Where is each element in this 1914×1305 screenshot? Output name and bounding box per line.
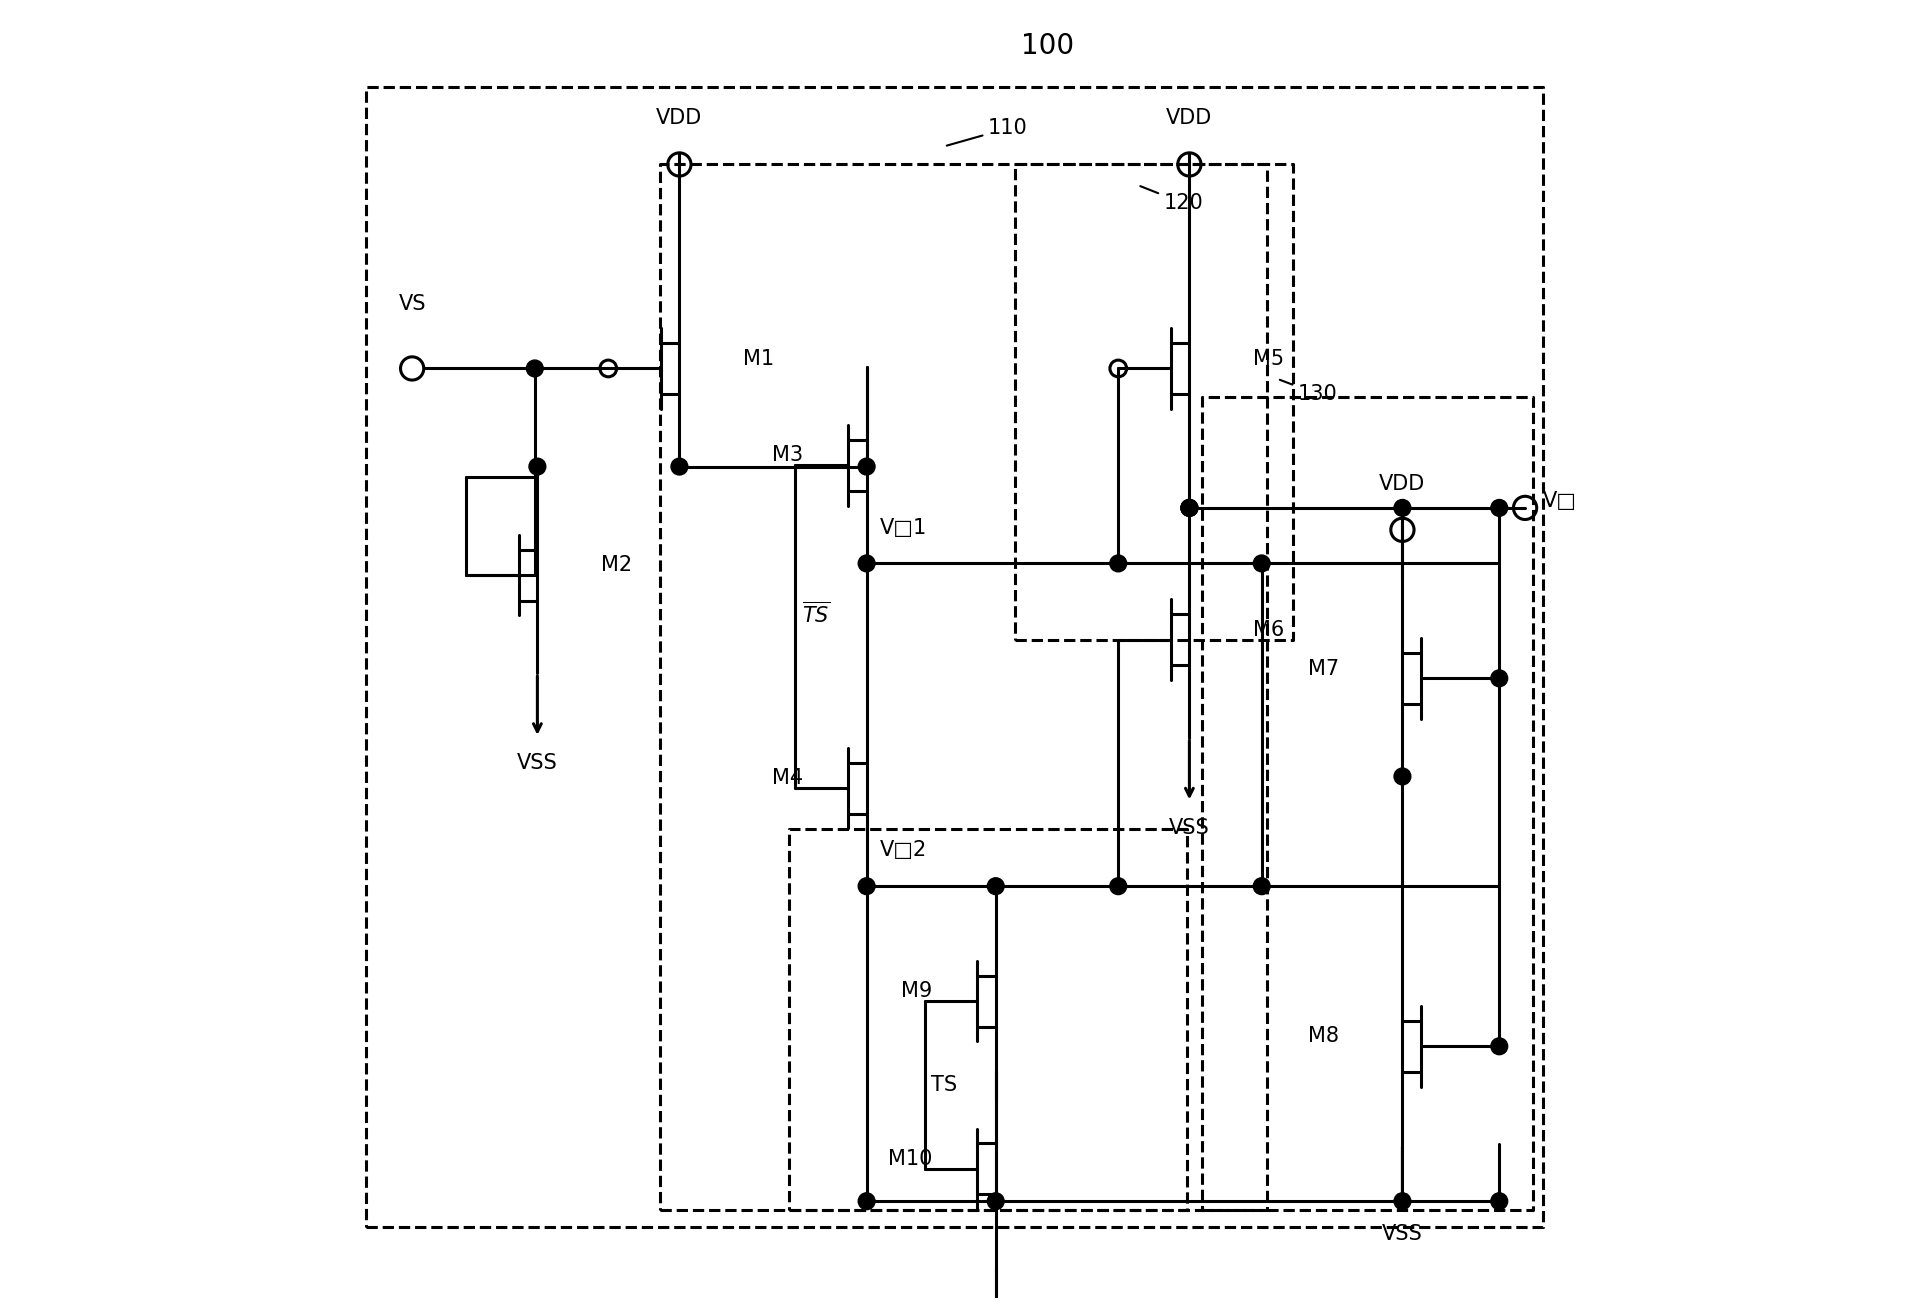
Text: 100: 100 — [1020, 31, 1074, 60]
Text: M5: M5 — [1254, 348, 1284, 368]
Circle shape — [1110, 878, 1127, 895]
Text: VDD: VDD — [1380, 474, 1426, 493]
Text: VDD: VDD — [1166, 108, 1213, 128]
Text: M10: M10 — [888, 1150, 932, 1169]
Text: V□1: V□1 — [880, 518, 926, 538]
Circle shape — [1110, 555, 1127, 572]
Circle shape — [988, 878, 1005, 895]
Text: M6: M6 — [1254, 620, 1284, 639]
Circle shape — [1491, 669, 1508, 686]
Text: M9: M9 — [901, 981, 932, 1001]
Text: VS: VS — [398, 294, 427, 315]
Circle shape — [857, 1193, 875, 1210]
Text: M8: M8 — [1307, 1027, 1338, 1047]
Text: $\overline{TS}$: $\overline{TS}$ — [802, 602, 831, 626]
Circle shape — [1393, 1193, 1411, 1210]
Circle shape — [1181, 500, 1198, 517]
Text: V□2: V□2 — [880, 840, 926, 860]
Text: M1: M1 — [743, 348, 775, 368]
Text: VDD: VDD — [657, 108, 702, 128]
Text: VSS: VSS — [1169, 818, 1210, 838]
Circle shape — [1181, 500, 1198, 517]
Circle shape — [1491, 1037, 1508, 1054]
Text: M4: M4 — [771, 769, 802, 788]
Text: TS: TS — [930, 1075, 957, 1095]
Text: M2: M2 — [601, 555, 632, 576]
Circle shape — [857, 458, 875, 475]
Circle shape — [1393, 769, 1411, 784]
Circle shape — [1254, 555, 1271, 572]
Circle shape — [1491, 500, 1508, 517]
Text: VSS: VSS — [517, 753, 557, 773]
Circle shape — [1181, 500, 1198, 517]
Circle shape — [857, 878, 875, 895]
Text: 130: 130 — [1280, 380, 1338, 405]
Circle shape — [857, 555, 875, 572]
Circle shape — [526, 360, 544, 377]
Circle shape — [1393, 500, 1411, 517]
Circle shape — [1254, 878, 1271, 895]
Text: M3: M3 — [771, 445, 802, 466]
Text: VSS: VSS — [1382, 1224, 1422, 1245]
Circle shape — [1491, 1193, 1508, 1210]
Circle shape — [988, 1193, 1005, 1210]
Text: V□: V□ — [1543, 492, 1577, 512]
Circle shape — [528, 458, 545, 475]
Text: 120: 120 — [1141, 187, 1204, 213]
Text: 110: 110 — [947, 119, 1028, 146]
Circle shape — [672, 458, 687, 475]
Text: M7: M7 — [1307, 659, 1338, 679]
